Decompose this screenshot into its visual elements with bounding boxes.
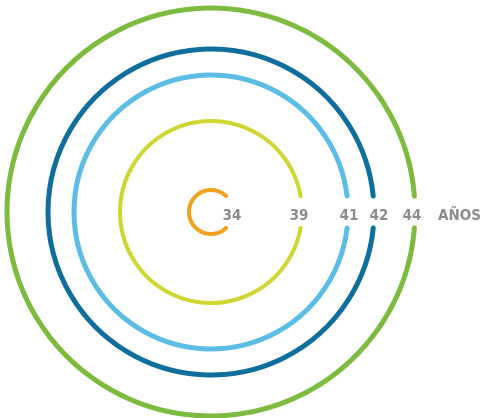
ring-42 [45, 46, 376, 378]
ring-44 [4, 5, 417, 418]
ring-41 [71, 72, 350, 352]
unit-label: AÑOS [438, 205, 481, 224]
ring-label-34: 34 [223, 206, 242, 224]
labels-group: 34 39 41 42 44 [223, 206, 422, 224]
ring-label-42: 42 [370, 206, 389, 224]
ring-39 [118, 119, 303, 305]
ring-34 [187, 188, 229, 236]
ring-label-41: 41 [340, 206, 359, 224]
rings-group [4, 5, 417, 418]
ring-label-44: 44 [403, 206, 422, 224]
ring-label-39: 39 [290, 206, 309, 224]
